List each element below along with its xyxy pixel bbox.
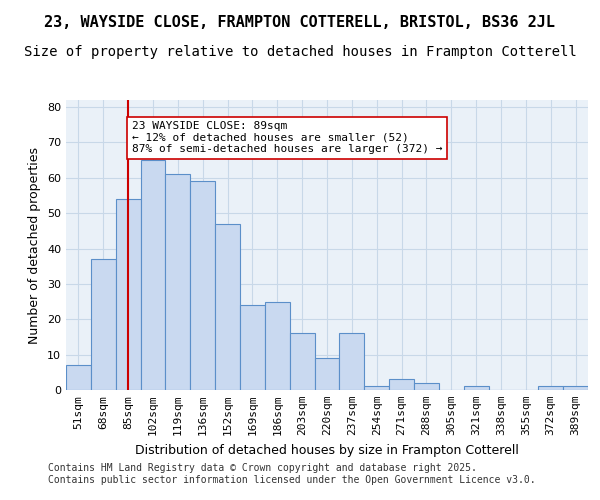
- Text: Size of property relative to detached houses in Frampton Cotterell: Size of property relative to detached ho…: [23, 45, 577, 59]
- Bar: [314, 358, 340, 390]
- Text: 23 WAYSIDE CLOSE: 89sqm
← 12% of detached houses are smaller (52)
87% of semi-de: 23 WAYSIDE CLOSE: 89sqm ← 12% of detache…: [132, 121, 442, 154]
- Bar: [538, 386, 563, 390]
- X-axis label: Distribution of detached houses by size in Frampton Cotterell: Distribution of detached houses by size …: [135, 444, 519, 456]
- Bar: [290, 334, 314, 390]
- Bar: [240, 305, 265, 390]
- Bar: [166, 174, 190, 390]
- Bar: [91, 259, 116, 390]
- Bar: [414, 383, 439, 390]
- Bar: [116, 199, 140, 390]
- Bar: [265, 302, 290, 390]
- Bar: [464, 386, 488, 390]
- Text: 23, WAYSIDE CLOSE, FRAMPTON COTTERELL, BRISTOL, BS36 2JL: 23, WAYSIDE CLOSE, FRAMPTON COTTERELL, B…: [44, 15, 556, 30]
- Bar: [340, 334, 364, 390]
- Y-axis label: Number of detached properties: Number of detached properties: [28, 146, 41, 344]
- Bar: [190, 182, 215, 390]
- Bar: [364, 386, 389, 390]
- Bar: [140, 160, 166, 390]
- Bar: [66, 365, 91, 390]
- Bar: [215, 224, 240, 390]
- Text: Contains HM Land Registry data © Crown copyright and database right 2025.
Contai: Contains HM Land Registry data © Crown c…: [48, 464, 536, 485]
- Bar: [389, 380, 414, 390]
- Bar: [563, 386, 588, 390]
